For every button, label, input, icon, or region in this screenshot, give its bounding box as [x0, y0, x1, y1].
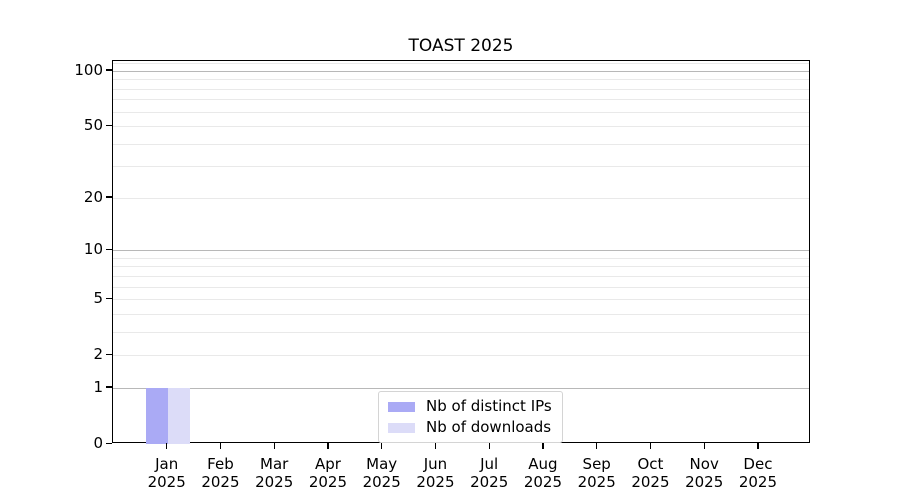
major-gridline	[113, 387, 809, 389]
minor-gridline	[113, 79, 809, 81]
x-axis-tick-label: Apr 2025	[308, 455, 348, 491]
minor-gridline	[113, 275, 809, 277]
minor-gridline	[113, 126, 809, 128]
x-axis-tick	[381, 443, 383, 449]
x-axis-tick-label: Oct 2025	[631, 455, 670, 491]
x-axis-tick-label: May 2025	[362, 455, 401, 491]
x-axis-tick	[542, 443, 544, 449]
minor-gridline	[113, 63, 809, 65]
y-axis-tick-label: 100	[74, 60, 103, 79]
x-axis-tick	[649, 443, 652, 449]
chart-title: TOAST 2025	[408, 36, 514, 56]
x-axis-tick-label: Aug 2025	[523, 455, 563, 491]
x-axis-tick-label: Jan 2025	[147, 455, 186, 491]
x-axis-tick-label: Feb 2025	[201, 455, 240, 491]
legend-swatch-distinct-ips	[388, 401, 415, 412]
legend-label-distinct-ips: Nb of distinct IPs	[426, 397, 552, 415]
x-axis-tick	[596, 443, 598, 449]
y-axis-tick-label: 20	[83, 187, 103, 206]
y-axis-tick-label: 50	[83, 116, 103, 135]
x-axis-tick	[219, 443, 222, 449]
x-axis-tick	[488, 443, 490, 449]
legend-item-downloads: Nb of downloads	[388, 418, 552, 437]
y-axis-tick	[106, 297, 112, 299]
x-axis-tick-label: Mar 2025	[255, 455, 294, 491]
x-axis-tick-label: Jun 2025	[416, 455, 455, 491]
y-axis-tick	[106, 124, 112, 126]
y-axis-tick	[106, 196, 112, 198]
minor-gridline	[113, 286, 809, 288]
minor-gridline	[113, 313, 809, 315]
x-axis-tick	[703, 443, 705, 449]
minor-gridline	[113, 355, 809, 357]
y-axis-tick	[106, 442, 112, 444]
x-axis-tick-label: Dec 2025	[738, 455, 778, 491]
x-axis-tick	[757, 443, 759, 449]
y-axis-tick	[106, 69, 112, 71]
x-axis-tick	[434, 443, 437, 449]
x-axis-tick-label: Nov 2025	[685, 455, 724, 491]
minor-gridline	[113, 257, 809, 259]
y-axis-tick-label: 5	[93, 289, 103, 308]
y-axis-tick-label: 0	[93, 434, 103, 452]
minor-gridline	[113, 111, 809, 113]
legend: Nb of distinct IPs Nb of downloads	[378, 391, 563, 443]
y-axis-tick-label: 10	[83, 240, 103, 259]
plot-area	[112, 60, 810, 444]
legend-swatch-downloads	[388, 422, 415, 433]
y-axis-tick	[106, 386, 112, 388]
bar-nb-of-downloads	[167, 387, 190, 444]
y-axis-tick	[106, 248, 112, 250]
legend-item-distinct-ips: Nb of distinct IPs	[388, 397, 552, 416]
minor-gridline	[113, 166, 809, 168]
minor-gridline	[113, 88, 809, 90]
minor-gridline	[113, 299, 809, 301]
minor-gridline	[113, 197, 809, 199]
y-axis-tick-label: 2	[93, 345, 103, 364]
x-axis-tick-label: Jul 2025	[470, 455, 509, 491]
x-axis-tick	[273, 443, 275, 449]
major-gridline	[113, 250, 809, 252]
x-axis-tick	[166, 443, 168, 449]
y-axis-tick	[106, 353, 112, 355]
minor-gridline	[113, 331, 809, 333]
major-gridline	[113, 70, 809, 72]
legend-label-downloads: Nb of downloads	[426, 418, 552, 436]
bar-nb-of-distinct-ips	[145, 387, 168, 444]
x-axis-tick	[327, 443, 329, 449]
y-axis-tick-label: 1	[93, 377, 103, 396]
minor-gridline	[113, 143, 809, 145]
minor-gridline	[113, 99, 809, 101]
x-axis-tick-label: Sep 2025	[577, 455, 616, 491]
minor-gridline	[113, 266, 809, 268]
